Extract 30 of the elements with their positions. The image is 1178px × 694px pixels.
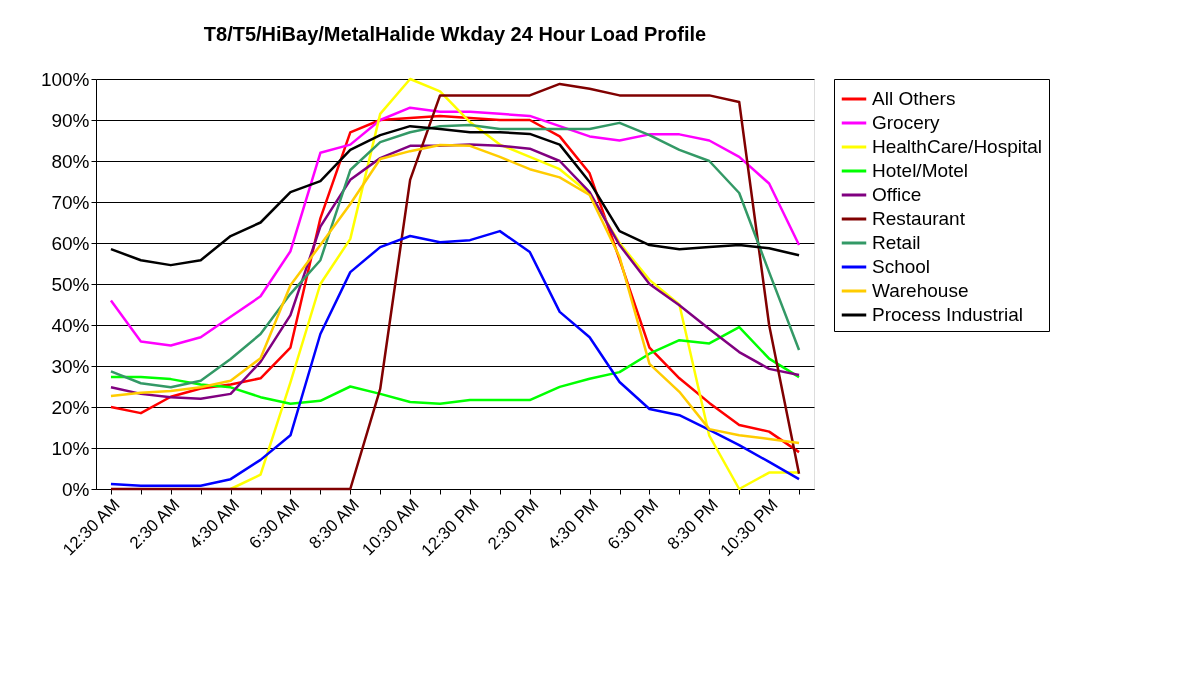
legend-label: Hotel/Motel (872, 160, 969, 181)
y-tick-label: 10% (51, 437, 90, 459)
y-tick-label: 80% (51, 150, 90, 172)
legend-label: Grocery (872, 112, 941, 133)
y-tick-label: 0% (62, 478, 90, 500)
legend-label: HealthCare/Hospital (872, 136, 1043, 157)
legend-label: Retail (872, 232, 921, 253)
legend-label: School (872, 256, 931, 277)
y-tick-label: 60% (51, 232, 90, 254)
chart-title: T8/T5/HiBay/MetalHalide Wkday 24 Hour Load Profile (203, 23, 707, 45)
line-series (109, 82, 801, 491)
line-series (109, 229, 801, 487)
y-tick-label: 70% (51, 191, 90, 213)
y-tick-label: 20% (51, 396, 90, 418)
line-series (109, 106, 801, 347)
legend-label: Office (872, 184, 922, 205)
legend-label: All Others (872, 88, 956, 109)
line-series (109, 325, 801, 405)
legend-label: Restaurant (872, 208, 966, 229)
y-tick-label: 90% (51, 109, 90, 131)
legend-label: Process Industrial (872, 304, 1024, 325)
legend-label: Warehouse (872, 280, 969, 301)
y-tick-label: 100% (40, 68, 90, 90)
y-tick-label: 50% (51, 273, 90, 295)
x-tick-label: 4:30 AM (185, 495, 244, 553)
x-tick-label: 4:30 PM (543, 495, 603, 554)
x-tick-label: 6:30 AM (245, 495, 303, 553)
x-tick-label: 8:30 AM (305, 495, 363, 553)
y-tick-label: 30% (51, 355, 90, 377)
y-tick-label: 40% (51, 314, 90, 336)
